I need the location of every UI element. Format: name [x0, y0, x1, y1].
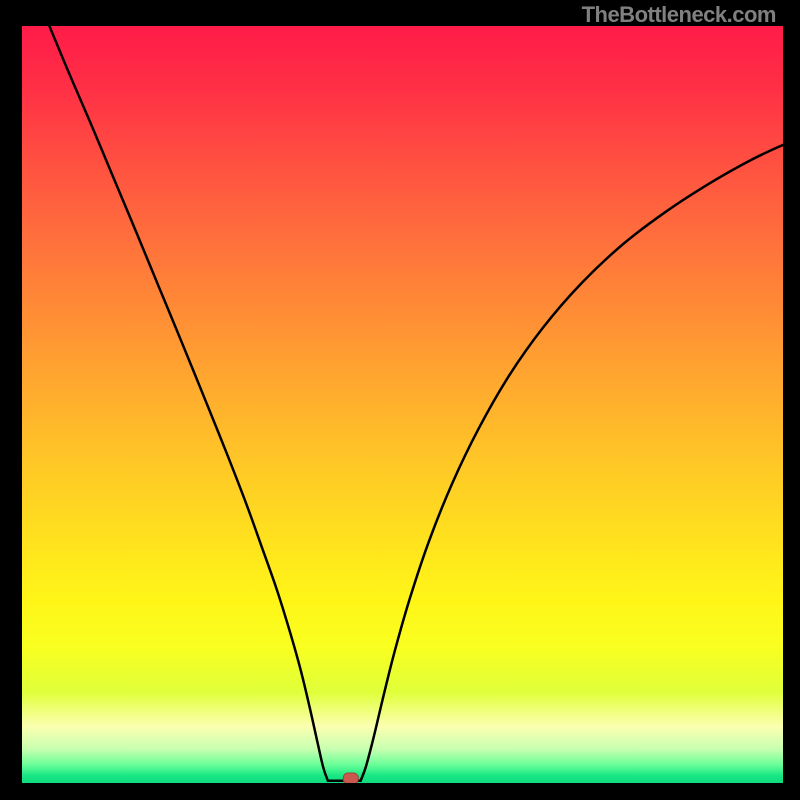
- minimum-marker: [343, 773, 358, 784]
- chart-plot-area: [22, 26, 783, 783]
- attribution-text: TheBottleneck.com: [582, 2, 776, 28]
- chart-container: TheBottleneck.com: [0, 0, 800, 800]
- bottleneck-chart: [0, 0, 800, 800]
